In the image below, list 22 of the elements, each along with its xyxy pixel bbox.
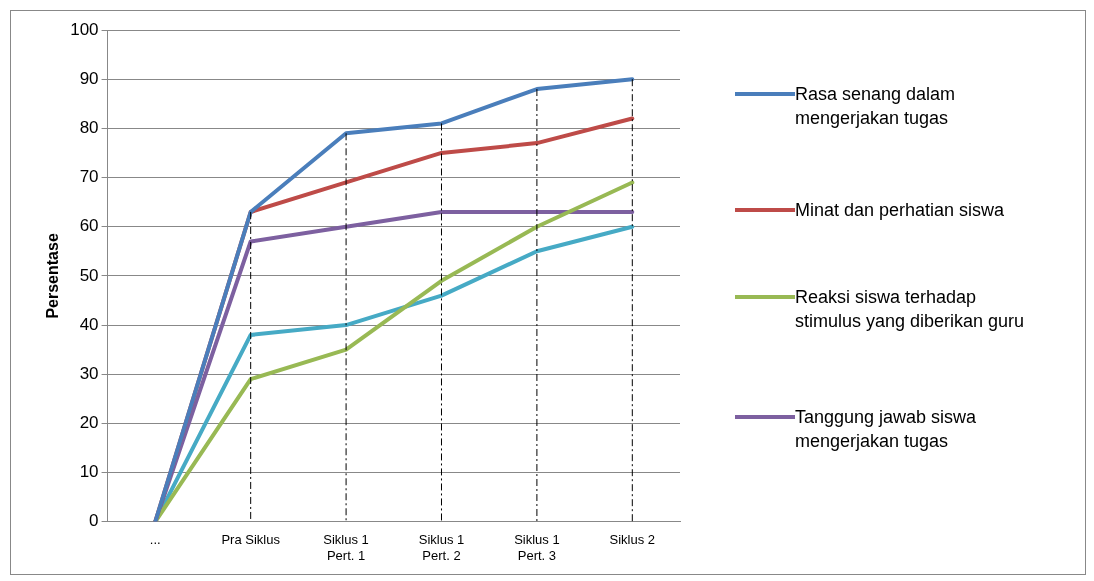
y-tick-label: 40	[79, 314, 99, 334]
legend-label: Minat dan perhatian siswa	[795, 199, 1006, 222]
y-tick-label: 80	[79, 118, 99, 138]
x-tick-label: ...	[149, 532, 161, 548]
x-tick-label: Pra Siklus	[221, 532, 281, 548]
y-tick-label: 0	[89, 511, 99, 531]
y-tick-label: 30	[79, 363, 99, 383]
y-tick-label: 50	[79, 265, 99, 285]
x-tick-label: Siklus 1 Pert. 1	[323, 532, 369, 563]
x-tick-label: Siklus 1 Pert. 2	[418, 532, 465, 563]
y-tick-label: 20	[79, 413, 99, 433]
y-tick-label: 70	[79, 167, 99, 187]
legend-label: Rasa senang dalam mengerjakan tugas	[795, 83, 957, 130]
x-tick-label: Siklus 1 Pert. 3	[514, 532, 560, 563]
y-tick-label: 60	[79, 216, 99, 236]
x-tick-label: Siklus 2	[609, 532, 656, 548]
y-tick-label: 100	[70, 19, 99, 39]
y-tick-label: 10	[79, 462, 99, 482]
legend-label: Tanggung jawab siswa mengerjakan tugas	[795, 406, 978, 453]
y-tick-label: 90	[79, 68, 99, 88]
y-axis-title: Persentase	[44, 233, 62, 319]
legend-label: Reaksi siswa terhadap stimulus yang diberikan guru	[795, 286, 1026, 333]
